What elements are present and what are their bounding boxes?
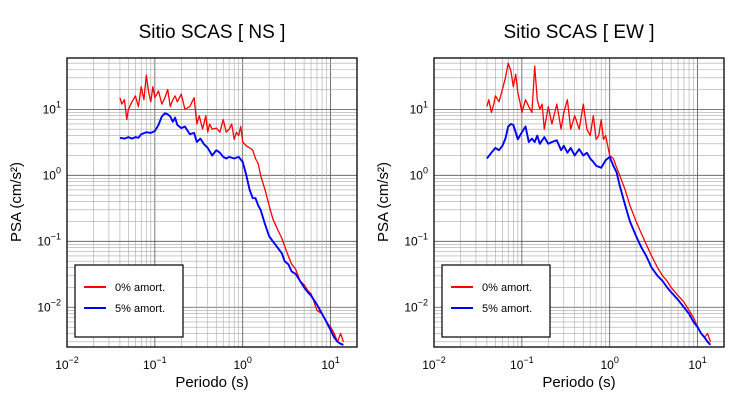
x-tick-label: 10−1	[510, 355, 534, 372]
y-tick-label: 10−1	[37, 231, 61, 248]
series-line-5pct	[119, 112, 344, 346]
chart-title: Sitio SCAS [ EW ]	[504, 22, 655, 43]
legend-box	[74, 264, 184, 338]
y-axis-label: PSA (cm/s²)	[375, 162, 392, 242]
legend-label: 0% amort.	[115, 282, 165, 294]
series-line-0pct	[486, 62, 712, 343]
legend-label: 0% amort.	[482, 282, 532, 294]
plot-frame	[433, 57, 725, 348]
x-axis-label: Periodo (s)	[542, 374, 615, 391]
plot-frame	[66, 57, 358, 348]
y-tick-label: 10−2	[404, 297, 428, 314]
x-tick-label: 100	[601, 355, 619, 372]
chart-panel-ns: Sitio SCAS [ NS ] Periodo (s) PSA (cm/s²…	[8, 22, 358, 391]
legend: 0% amort. 5% amort.	[74, 264, 184, 338]
chart-panel-ew: Sitio SCAS [ EW ] Periodo (s) PSA (cm/s²…	[375, 22, 725, 391]
x-tick-label: 10−2	[422, 355, 446, 372]
y-tick-label: 101	[43, 99, 61, 116]
x-tick-label: 10−2	[55, 355, 79, 372]
x-tick-label: 10−1	[143, 355, 167, 372]
chart-title: Sitio SCAS [ NS ]	[139, 22, 286, 43]
x-axis-label: Periodo (s)	[175, 374, 248, 391]
y-tick-label: 100	[43, 165, 61, 182]
legend-label: 5% amort.	[115, 303, 165, 315]
legend-box	[441, 264, 551, 338]
y-tick-label: 101	[410, 99, 428, 116]
x-tick-label: 101	[321, 355, 339, 372]
x-tick-label: 100	[234, 355, 252, 372]
series-line-5pct	[486, 123, 712, 346]
legend-label: 5% amort.	[482, 303, 532, 315]
y-tick-label: 10−1	[404, 231, 428, 248]
y-axis-label: PSA (cm/s²)	[8, 162, 25, 242]
y-tick-label: 100	[410, 165, 428, 182]
x-tick-label: 101	[688, 355, 706, 372]
y-tick-label: 10−2	[37, 297, 61, 314]
legend: 0% amort. 5% amort.	[441, 264, 551, 338]
